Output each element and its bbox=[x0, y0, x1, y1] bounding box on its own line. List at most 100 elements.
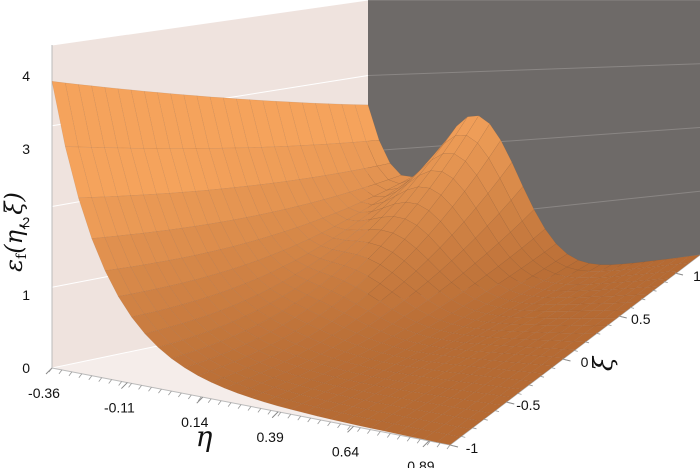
y-minor-tick bbox=[562, 358, 567, 361]
x-minor-tick bbox=[48, 367, 53, 373]
x-tick-mark bbox=[271, 411, 279, 419]
y-minor-tick bbox=[607, 324, 612, 326]
y-minor-tick bbox=[494, 410, 500, 412]
x-minor-tick bbox=[108, 379, 113, 384]
x-minor-tick bbox=[406, 437, 411, 442]
y-minor-tick bbox=[618, 315, 623, 318]
z-axis-title-main: ε bbox=[0, 259, 28, 272]
y-minor-tick bbox=[483, 418, 488, 421]
x-tick-mark bbox=[196, 396, 204, 404]
y-minor-tick bbox=[584, 341, 590, 344]
y-tick-label: 0.5 bbox=[631, 311, 651, 327]
x-minor-tick bbox=[227, 402, 232, 407]
x-minor-tick bbox=[247, 406, 252, 411]
y-minor-tick bbox=[652, 289, 657, 292]
x-minor-tick bbox=[416, 438, 421, 444]
y-minor-tick bbox=[596, 332, 601, 335]
z-axis-title-sub: f bbox=[14, 252, 30, 259]
x-tick-label: -0.11 bbox=[104, 400, 135, 416]
y-axis-line bbox=[449, 254, 700, 446]
surface-patch bbox=[656, 270, 681, 280]
x-minor-tick bbox=[78, 373, 83, 379]
z-tick-label: 1 bbox=[22, 287, 30, 303]
x-minor-tick bbox=[446, 444, 451, 450]
x-minor-tick bbox=[138, 385, 142, 390]
z-tick-label: 3 bbox=[22, 141, 30, 157]
y-tick-label: -0.5 bbox=[516, 397, 540, 413]
y-minor-tick bbox=[472, 427, 477, 430]
surface-patch bbox=[478, 403, 503, 414]
y-minor-tick bbox=[573, 350, 578, 352]
surface-patch bbox=[436, 434, 461, 446]
x-minor-tick bbox=[98, 377, 103, 382]
x-minor-tick bbox=[118, 381, 122, 386]
y-tick-label: 0 bbox=[581, 354, 589, 370]
x-minor-tick bbox=[58, 369, 63, 375]
y-minor-tick bbox=[663, 281, 668, 283]
y-minor-tick bbox=[506, 401, 511, 404]
x-minor-tick bbox=[257, 408, 262, 413]
z-axis-title-args: (η, ξ) bbox=[0, 192, 28, 254]
x-minor-tick bbox=[377, 431, 381, 436]
x-tick-mark bbox=[121, 382, 128, 389]
x-minor-tick bbox=[337, 423, 341, 429]
surface-patch bbox=[541, 356, 566, 366]
chart-ticks: 0 1 2 3 4 -0.36 -0.11 0.14 0.39 0.64 0.89 -1 -0.5 0 0.… bbox=[22, 68, 700, 468]
y-minor-tick bbox=[641, 298, 646, 301]
z-tick-label: 4 bbox=[22, 68, 30, 84]
y-minor-tick bbox=[449, 444, 455, 447]
x-minor-tick bbox=[347, 425, 351, 430]
y-axis-title: ξ bbox=[589, 355, 619, 371]
x-minor-tick bbox=[207, 398, 212, 404]
y-minor-tick bbox=[674, 272, 680, 275]
x-axis-title: η bbox=[196, 420, 213, 453]
x-minor-tick bbox=[68, 371, 73, 377]
x-tick-label: 0.89 bbox=[407, 458, 434, 468]
x-minor-tick bbox=[277, 412, 282, 417]
x-minor-tick bbox=[297, 415, 302, 421]
surface-patch bbox=[635, 286, 660, 296]
y-tick-label: -1 bbox=[466, 440, 479, 456]
x-tick-mark bbox=[422, 440, 430, 448]
surface-patch bbox=[583, 325, 608, 335]
x-minor-tick bbox=[307, 417, 312, 423]
x-minor-tick bbox=[426, 440, 431, 446]
surface-mesh bbox=[51, 81, 700, 446]
x-minor-tick bbox=[128, 383, 132, 388]
x-minor-tick bbox=[158, 388, 162, 394]
y-minor-tick bbox=[517, 393, 522, 395]
x-minor-tick bbox=[267, 410, 272, 415]
x-tick-label: 0.39 bbox=[257, 429, 284, 445]
z-axis-title: εf(η, ξ) bbox=[0, 192, 30, 272]
y-minor-tick bbox=[528, 384, 533, 387]
y-tick-label: 1 bbox=[693, 268, 700, 284]
grid-line-right-wall bbox=[367, 63, 700, 76]
x-minor-tick bbox=[88, 375, 93, 380]
x-minor-tick bbox=[217, 400, 222, 405]
y-minor-tick bbox=[629, 307, 635, 309]
x-minor-tick bbox=[237, 404, 242, 409]
surface-patch bbox=[499, 387, 524, 398]
x-minor-tick bbox=[317, 419, 321, 425]
x-minor-tick bbox=[386, 433, 391, 438]
grid-line-right-wall bbox=[367, 127, 700, 152]
x-minor-tick bbox=[327, 421, 331, 427]
z-tick-label: 0 bbox=[22, 360, 30, 376]
y-minor-tick bbox=[539, 375, 545, 378]
x-minor-tick bbox=[287, 413, 292, 419]
x-minor-tick bbox=[367, 429, 371, 434]
x-minor-tick bbox=[168, 390, 172, 396]
x-minor-tick bbox=[187, 394, 192, 400]
x-tick-label: 0.64 bbox=[332, 443, 359, 459]
z-tick-label: 2 bbox=[22, 214, 30, 230]
surface-patch bbox=[446, 426, 472, 438]
x-minor-tick bbox=[178, 392, 182, 398]
x-tick-label: 0.14 bbox=[181, 414, 208, 430]
grid-line-left-wall bbox=[51, 0, 369, 46]
x-tick-label: -0.36 bbox=[28, 385, 60, 401]
y-minor-tick bbox=[551, 367, 556, 369]
surface-patch bbox=[677, 254, 700, 265]
y-minor-tick bbox=[461, 436, 466, 438]
